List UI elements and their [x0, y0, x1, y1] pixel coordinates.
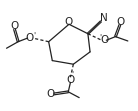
Text: O: O — [65, 17, 73, 27]
Text: O: O — [26, 33, 34, 43]
Text: N: N — [100, 13, 108, 23]
Text: O: O — [46, 89, 55, 99]
Text: ': ' — [99, 34, 101, 43]
Text: O: O — [66, 75, 75, 85]
Text: O: O — [100, 35, 108, 45]
Text: ': ' — [34, 32, 36, 41]
Text: O: O — [116, 17, 124, 27]
Text: O: O — [10, 21, 18, 31]
Text: ': ' — [71, 71, 74, 80]
